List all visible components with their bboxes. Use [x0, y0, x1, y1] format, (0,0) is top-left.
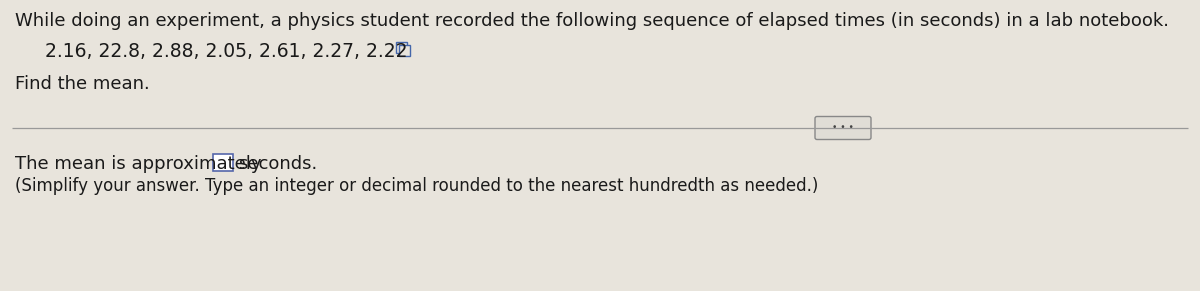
Text: • • •: • • •	[832, 123, 854, 132]
Text: seconds.: seconds.	[238, 155, 317, 173]
Text: (Simplify your answer. Type an integer or decimal rounded to the nearest hundred: (Simplify your answer. Type an integer o…	[14, 177, 818, 195]
Text: 2.16, 22.8, 2.88, 2.05, 2.61, 2.27, 2.22: 2.16, 22.8, 2.88, 2.05, 2.61, 2.27, 2.22	[46, 42, 408, 61]
FancyBboxPatch shape	[396, 42, 407, 53]
FancyBboxPatch shape	[815, 116, 871, 139]
Text: The mean is approximately: The mean is approximately	[14, 155, 262, 173]
FancyBboxPatch shape	[214, 154, 233, 171]
Text: While doing an experiment, a physics student recorded the following sequence of : While doing an experiment, a physics stu…	[14, 12, 1169, 30]
FancyBboxPatch shape	[398, 45, 410, 56]
Text: Find the mean.: Find the mean.	[14, 75, 150, 93]
